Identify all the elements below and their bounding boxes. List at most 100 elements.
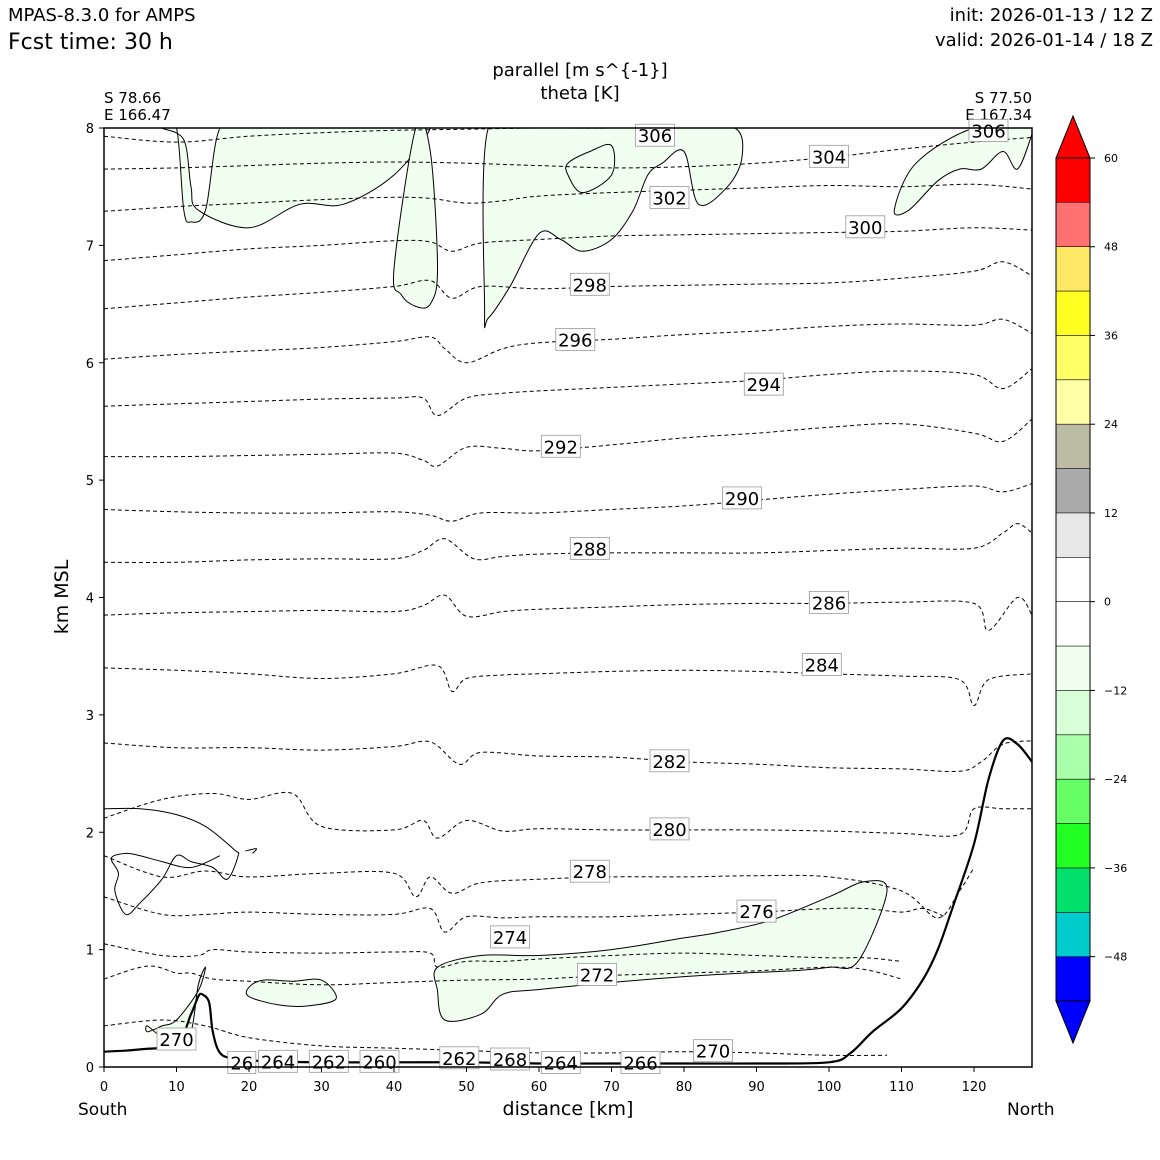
theta-label-box [809, 144, 849, 168]
theta-label-box [649, 817, 690, 841]
colorbar: 60 48 36 24 12 0 −12 −24 −36 −48 [1055, 114, 1127, 1045]
theta-label-box [736, 899, 777, 923]
theta-label-text: 284 [805, 656, 839, 677]
axes-layer: 0 10 20 30 40 50 60 70 80 90 100 110 120 0 1 2 3 4 5 6 7 8 [86, 122, 987, 1095]
theta-label-text: 290 [725, 489, 759, 510]
theta-label-box [555, 327, 596, 351]
theta-label-box [649, 185, 690, 209]
theta-contour-286 [104, 594, 1032, 631]
theta-label-box [490, 1047, 530, 1071]
theta-label-text: 274 [493, 928, 527, 949]
theta-contour-294 [104, 368, 1032, 417]
colorbar-segment [1056, 424, 1090, 469]
x-tick-label: 120 [962, 1080, 987, 1095]
theta-label-text: 266 [623, 1054, 657, 1075]
left-endpoint-lon: E 166.47 [104, 106, 171, 124]
theta-label-box [439, 1046, 480, 1070]
colorbar-segment [1056, 291, 1090, 336]
direction-south: South [78, 1100, 128, 1120]
theta-label-text: 288 [573, 539, 607, 560]
theta-label-300: 300 [845, 215, 886, 239]
theta-label-text: 292 [544, 437, 578, 458]
theta-label-box [540, 1051, 581, 1074]
theta-label-text: 298 [573, 275, 607, 296]
wind-region-3 [565, 143, 616, 194]
theta-label-box [569, 272, 610, 296]
theta-label-box [693, 1039, 733, 1063]
colorbar-segment [1056, 601, 1090, 647]
y-tick-label: 5 [86, 474, 94, 489]
colorbar-tick-label: 36 [1104, 329, 1118, 342]
theta-label-box [845, 215, 886, 239]
theta-label-text: 272 [580, 965, 614, 986]
theta-contour-278 [104, 855, 975, 919]
wind-shading-layer [145, 128, 1032, 1045]
colorbar-segment [1056, 823, 1090, 868]
theta-label-270: 270 [693, 1039, 733, 1063]
theta-label-280: 280 [649, 817, 690, 841]
theta-label-text: 296 [558, 330, 592, 351]
x-tick-label: 90 [748, 1080, 765, 1095]
y-tick-label: 8 [86, 122, 94, 137]
theta-label-264: 264 [540, 1051, 581, 1075]
theta-label-text: 262 [312, 1052, 346, 1073]
theta-label-302: 302 [649, 185, 690, 209]
theta-label-text: 268 [493, 1050, 527, 1071]
theta-label-box [743, 372, 784, 396]
y-tick-label: 7 [86, 239, 94, 254]
wind-region-6 [245, 978, 337, 1007]
colorbar-extend-max [1055, 114, 1091, 159]
theta-contour-298 [104, 261, 1032, 310]
theta-label-290: 290 [722, 486, 762, 510]
colorbar-segment [1056, 912, 1090, 957]
theta-label-294: 294 [743, 372, 784, 396]
y-tick-label: 2 [86, 826, 94, 841]
colorbar-segment [1056, 379, 1090, 425]
colorbar-segment [1056, 646, 1090, 691]
colorbar-frame [1055, 157, 1091, 1002]
theta-label-286: 286 [809, 591, 849, 614]
theta-label-box [801, 653, 842, 676]
theta-label-box [490, 925, 530, 949]
init-time: init: 2026-01-13 / 12 Z [949, 5, 1153, 26]
colorbar-segment [1056, 335, 1090, 380]
theta-label-278: 278 [569, 859, 610, 883]
theta-label-text: 26 [230, 1054, 253, 1075]
colorbar-segment [1056, 956, 1090, 1001]
theta-label-text: 306 [638, 126, 672, 147]
theta-label-306: 306 [968, 119, 1009, 143]
y-tick-label: 0 [86, 1061, 94, 1076]
wind-region-4 [893, 128, 1032, 216]
contour-field-title: theta [K] [540, 83, 620, 104]
wind-contour-0 [104, 807, 240, 916]
theta-label-box [809, 591, 849, 614]
wind-region-5 [433, 880, 888, 1022]
colorbar-extend-min [1055, 1000, 1091, 1045]
theta-contour-288 [104, 523, 1032, 563]
y-tick-label: 3 [86, 709, 94, 724]
theta-label-298: 298 [569, 272, 610, 296]
terrain-layer [104, 737, 1032, 1065]
theta-contour-276 [104, 896, 946, 933]
theta-label-text: 260 [362, 1052, 396, 1073]
theta-label-text: 264 [544, 1054, 578, 1075]
y-tick-label: 1 [86, 944, 94, 959]
colorbar-segment [1056, 202, 1090, 247]
theta-label-box [569, 537, 610, 560]
theta-label-304: 304 [809, 144, 849, 168]
colorbar-segment [1056, 867, 1090, 913]
right-endpoint-lat: S 77.50 [974, 89, 1032, 107]
colorbar-tick-label: −12 [1104, 684, 1127, 697]
colorbar-tick-label: −36 [1104, 862, 1127, 875]
theta-label-292: 292 [540, 434, 581, 458]
wind-contour-1 [245, 848, 258, 854]
y-tick-label: 6 [86, 357, 94, 372]
theta-label-text: 270 [696, 1042, 730, 1063]
colorbar-segment [1056, 512, 1090, 558]
valid-time: valid: 2026-01-14 / 18 Z [935, 30, 1153, 51]
x-tick-label: 110 [889, 1080, 914, 1095]
forecast-time: Fcst time: 30 h [8, 30, 173, 55]
theta-label-text: 262 [442, 1049, 476, 1070]
theta-label-276: 276 [736, 899, 777, 923]
